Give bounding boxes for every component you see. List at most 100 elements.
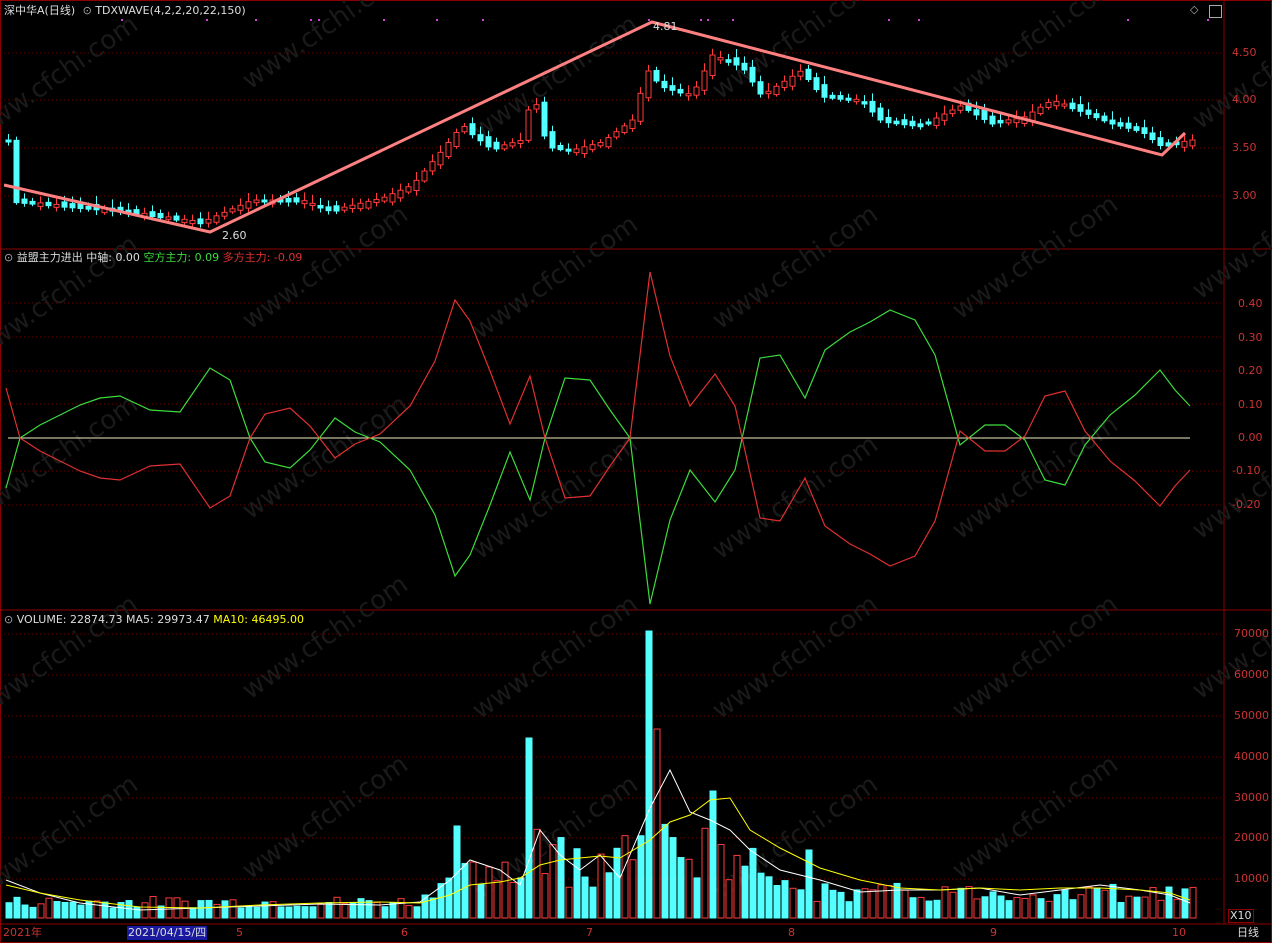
candle-body [1061,103,1068,107]
candle-body [373,198,380,204]
collapse-icon[interactable]: ⊙ [4,613,14,626]
volume-bar [229,899,237,919]
candle-body [285,197,292,203]
volume-bar [1029,894,1037,919]
candle-body [805,68,812,81]
candle-body [493,141,500,150]
volume-bar [365,900,373,919]
candle-body [757,81,764,95]
volume-bar [29,906,37,919]
volume-bar [253,906,261,919]
candle-body [181,218,188,224]
volume-bar [133,906,141,919]
volume-bar [213,903,221,919]
volume-bar [869,889,877,919]
volume-tick: 60000 [1234,668,1269,681]
candle-body [501,144,508,150]
watermark-text: www.cfchi.com [237,749,414,885]
candle-body [229,208,236,213]
diamond-icon[interactable]: ◇ [1190,3,1199,16]
volume-tick: 30000 [1234,791,1269,804]
ma5-value: 29973.47 [157,613,210,626]
volume-bar [285,906,293,919]
time-label: 9 [990,926,997,939]
collapse-icon[interactable]: ⊙ [4,251,14,264]
volume-bar [341,903,349,919]
flow-tick: 0.00 [1238,431,1263,444]
indicator-label[interactable]: TDXWAVE(4,2,2,20,22,150) [95,4,246,17]
volume-bar [981,896,989,919]
time-label: 7 [586,926,593,939]
candle-body [589,144,596,151]
watermark-text: www.cfchi.com [0,9,144,145]
candle-body [661,80,668,89]
candle-body [349,204,356,209]
volume-bar [877,884,885,919]
candle-body [149,211,156,218]
candle-body [357,202,364,210]
watermark-text: www.cfchi.com [1187,169,1272,305]
volume-bar [933,899,941,919]
candle-body [365,200,372,209]
volume-bar [949,891,957,919]
candle-body [325,206,332,212]
candle-body [77,203,84,210]
candle-body [677,88,684,94]
price-tick: 3.50 [1232,141,1257,154]
flow-title[interactable]: 益盟主力进出 [16,251,83,264]
volume-bar [333,896,341,919]
volume-bar [781,880,789,919]
volume-bar [413,906,421,919]
volume-bar [69,901,77,919]
volume-bar [677,857,685,919]
price-tick: 4.00 [1232,93,1257,106]
volume-bar [613,847,621,919]
volume-bar [53,901,61,919]
volume-bar [789,887,797,919]
volume-bar [669,837,677,919]
volume-bar [45,897,53,919]
volume-bar [1005,900,1013,919]
volume-bar [1157,899,1165,919]
volume-bar [205,899,213,919]
candle-body [597,142,604,147]
candle-body [637,92,644,122]
mid-label: 中轴: [86,251,112,264]
candle-body [869,100,876,113]
signal-dot [1127,19,1129,21]
volume-tick: 10000 [1234,872,1269,885]
candle-body [1013,118,1020,124]
period-label[interactable]: 日线 [1237,926,1259,939]
watermark-text: www.cfchi.com [707,199,884,335]
volume-bar [197,900,205,919]
candle-body [725,59,732,63]
candle-body [29,200,36,205]
candle-body [1181,140,1188,148]
symbol-title[interactable]: 深中华A(日线) [4,4,76,17]
volume-bar [725,879,733,919]
candle-body [13,139,20,204]
candle-body [309,202,316,206]
volume-bar [1061,889,1069,919]
volume-bar [765,876,773,919]
candle-body [653,70,660,82]
volume-bar [709,790,717,919]
volume-bar [405,905,413,919]
volume-bar [485,866,493,919]
volume-bar [1173,898,1181,919]
signal-dot [121,19,123,21]
candle-body [61,201,68,208]
volume-bar [157,905,165,919]
long-value: -0.09 [273,251,303,264]
candle-body [605,137,612,148]
flow-tick: 0.20 [1238,364,1263,377]
volume-label[interactable]: VOLUME: [16,613,67,626]
collapse-icon[interactable]: ⊙ [82,4,92,17]
candle-body [1053,100,1060,107]
candle-body [429,161,436,172]
watermark-text: www.cfchi.com [707,0,884,106]
window-toggle-icon[interactable] [1209,5,1222,18]
volume-bar [973,898,981,919]
candle-body [333,205,340,212]
